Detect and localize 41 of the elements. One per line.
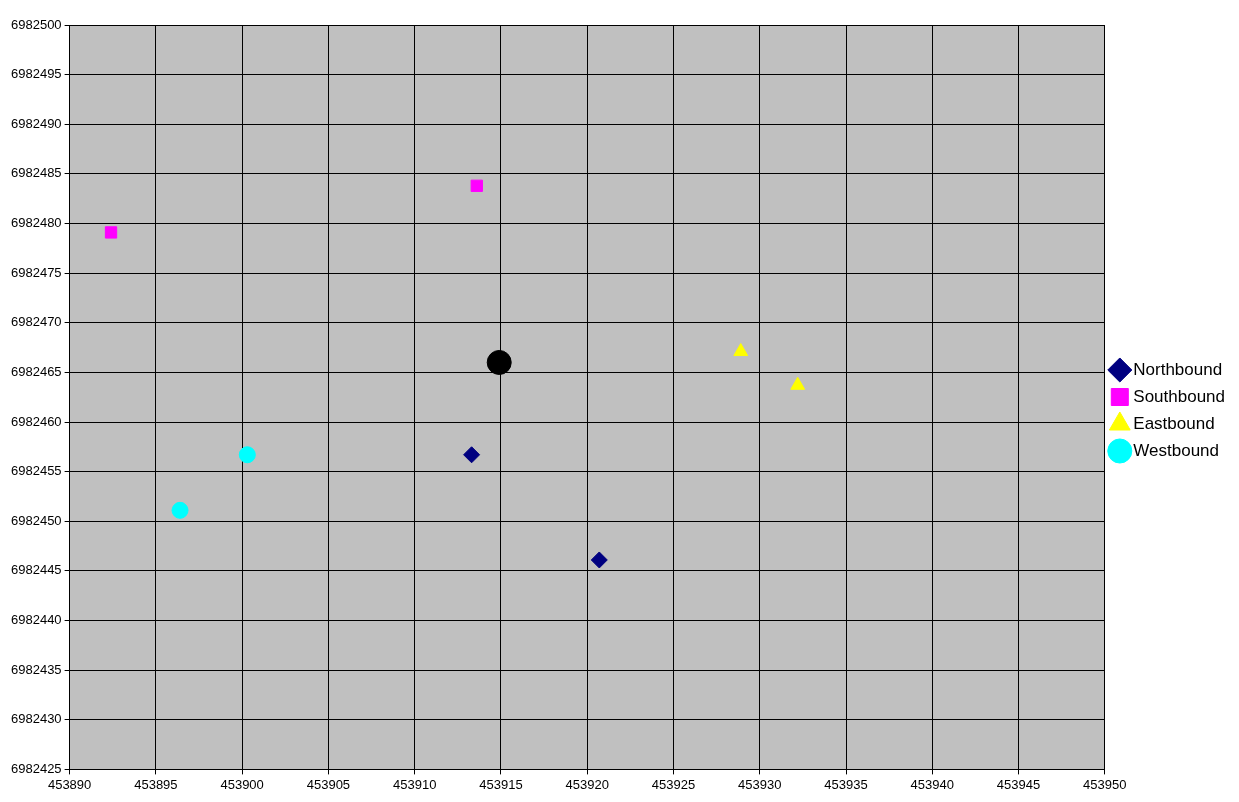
- x-tick-label: 453905: [306, 776, 351, 792]
- y-tick-label: 6982485: [10, 165, 62, 181]
- point: [486, 349, 512, 375]
- x-tick-label: 453895: [134, 776, 178, 792]
- y-tick-label: 6982435: [10, 661, 62, 677]
- y-tick-label: 6982495: [10, 66, 62, 82]
- y-tick-label: 6982500: [10, 16, 62, 32]
- y-tick-label: 6982470: [10, 314, 62, 330]
- y-tick-label: 6982490: [10, 115, 62, 131]
- y-tick-label: 6982450: [10, 512, 62, 528]
- x-tick-label: 453915: [479, 776, 523, 792]
- point: [104, 226, 118, 239]
- x-tick-label: 453910: [392, 776, 437, 792]
- x-tick-label: 453920: [565, 776, 609, 792]
- y-tick-label: 6982425: [10, 760, 62, 776]
- x-tick-label: 453930: [738, 776, 782, 792]
- point: [470, 179, 483, 192]
- legend-label: Westbound: [1133, 440, 1219, 460]
- y-tick-label: 6982430: [10, 711, 62, 727]
- x-tick-label: 453935: [824, 776, 868, 792]
- x-tick-label: 453945: [996, 776, 1041, 792]
- x-tick-label: 453940: [910, 776, 954, 792]
- y-tick-label: 6982475: [10, 264, 62, 280]
- point: [733, 343, 749, 357]
- x-tick-label: 453890: [47, 776, 92, 792]
- x-tick-label: 453950: [1083, 776, 1127, 792]
- x-tick-label: 453900: [220, 776, 264, 792]
- x-tick-label: 453925: [651, 776, 696, 792]
- y-tick-label: 6982440: [10, 612, 62, 628]
- point: [238, 446, 256, 464]
- point: [171, 501, 189, 519]
- y-tick-label: 6982460: [10, 413, 62, 429]
- point: [463, 446, 481, 464]
- legend-label: Northbound: [1133, 359, 1223, 379]
- legend-label: Southbound: [1133, 386, 1225, 406]
- y-tick-label: 6982445: [10, 562, 62, 578]
- y-tick-label: 6982480: [10, 215, 62, 231]
- y-tick-label: 6982455: [10, 463, 62, 479]
- y-tick-label: 6982465: [10, 363, 62, 379]
- point: [590, 551, 608, 569]
- legend-label: Eastbound: [1133, 413, 1215, 433]
